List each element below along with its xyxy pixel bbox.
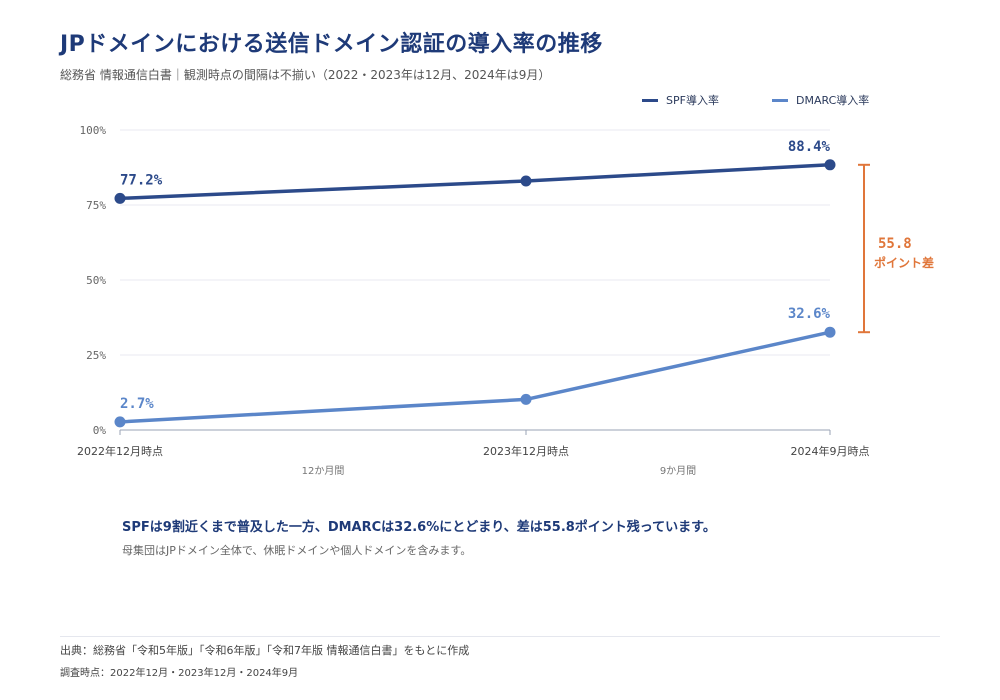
gap-unit: ポイント差 (874, 255, 934, 270)
legend-item-spf: SPF導入率 (642, 92, 719, 108)
x-tick-label: 2022年12月時点 (77, 444, 163, 458)
gap-value: 55.8 (878, 236, 912, 252)
data-point (114, 192, 126, 204)
insight-text: SPFは9割近くまで普及した一方、DMARCは32.6%にとどまり、差は55.8… (122, 520, 716, 535)
legend-label-dmarc: DMARC導入率 (796, 94, 870, 107)
data-label: 88.4% (788, 139, 831, 155)
legend-item-dmarc: DMARC導入率 (772, 92, 869, 108)
footer-divider (60, 636, 940, 637)
chart-subtitle: 総務省 情報通信白書｜観測時点の間隔は不揃い（2022・2023年は12月、20… (60, 68, 551, 82)
x-tick-label: 2024年9月時点 (791, 444, 870, 458)
y-tick-label: 25% (86, 349, 106, 362)
survey-dates: 調査時点：2022年12月・2023年12月・2024年9月 (60, 668, 299, 679)
series-line-dmarc (119, 330, 831, 424)
source-text: 出典：総務省「令和5年版」「令和6年版」「令和7年版 情報通信白書」をもとに作成 (60, 644, 470, 657)
legend-swatch-dmarc (772, 98, 788, 102)
series-line-spf (119, 163, 831, 201)
data-point (520, 175, 532, 187)
interval-label: 12か月間 (302, 465, 345, 477)
x-tick-label: 2023年12月時点 (483, 444, 569, 458)
population-note: 母集団はJPドメイン全体で、休眠ドメインや個人ドメインを含みます。 (122, 544, 472, 557)
y-tick-label: 100% (80, 124, 107, 137)
y-tick-label: 75% (86, 199, 106, 212)
legend-label-spf: SPF導入率 (666, 94, 719, 107)
data-point (520, 393, 532, 405)
data-point (114, 416, 126, 428)
interval-label: 9か月間 (660, 465, 696, 477)
y-tick-label: 50% (86, 274, 106, 287)
data-point (824, 159, 836, 171)
data-label: 32.6% (788, 306, 831, 322)
y-tick-label: 0% (93, 424, 107, 437)
data-label: 2.7% (120, 396, 154, 412)
data-label: 77.2% (120, 172, 163, 188)
data-point (824, 326, 836, 338)
legend-swatch-spf (642, 98, 658, 102)
chart-title: JPドメインにおける送信ドメイン認証の導入率の推移 (60, 32, 603, 57)
